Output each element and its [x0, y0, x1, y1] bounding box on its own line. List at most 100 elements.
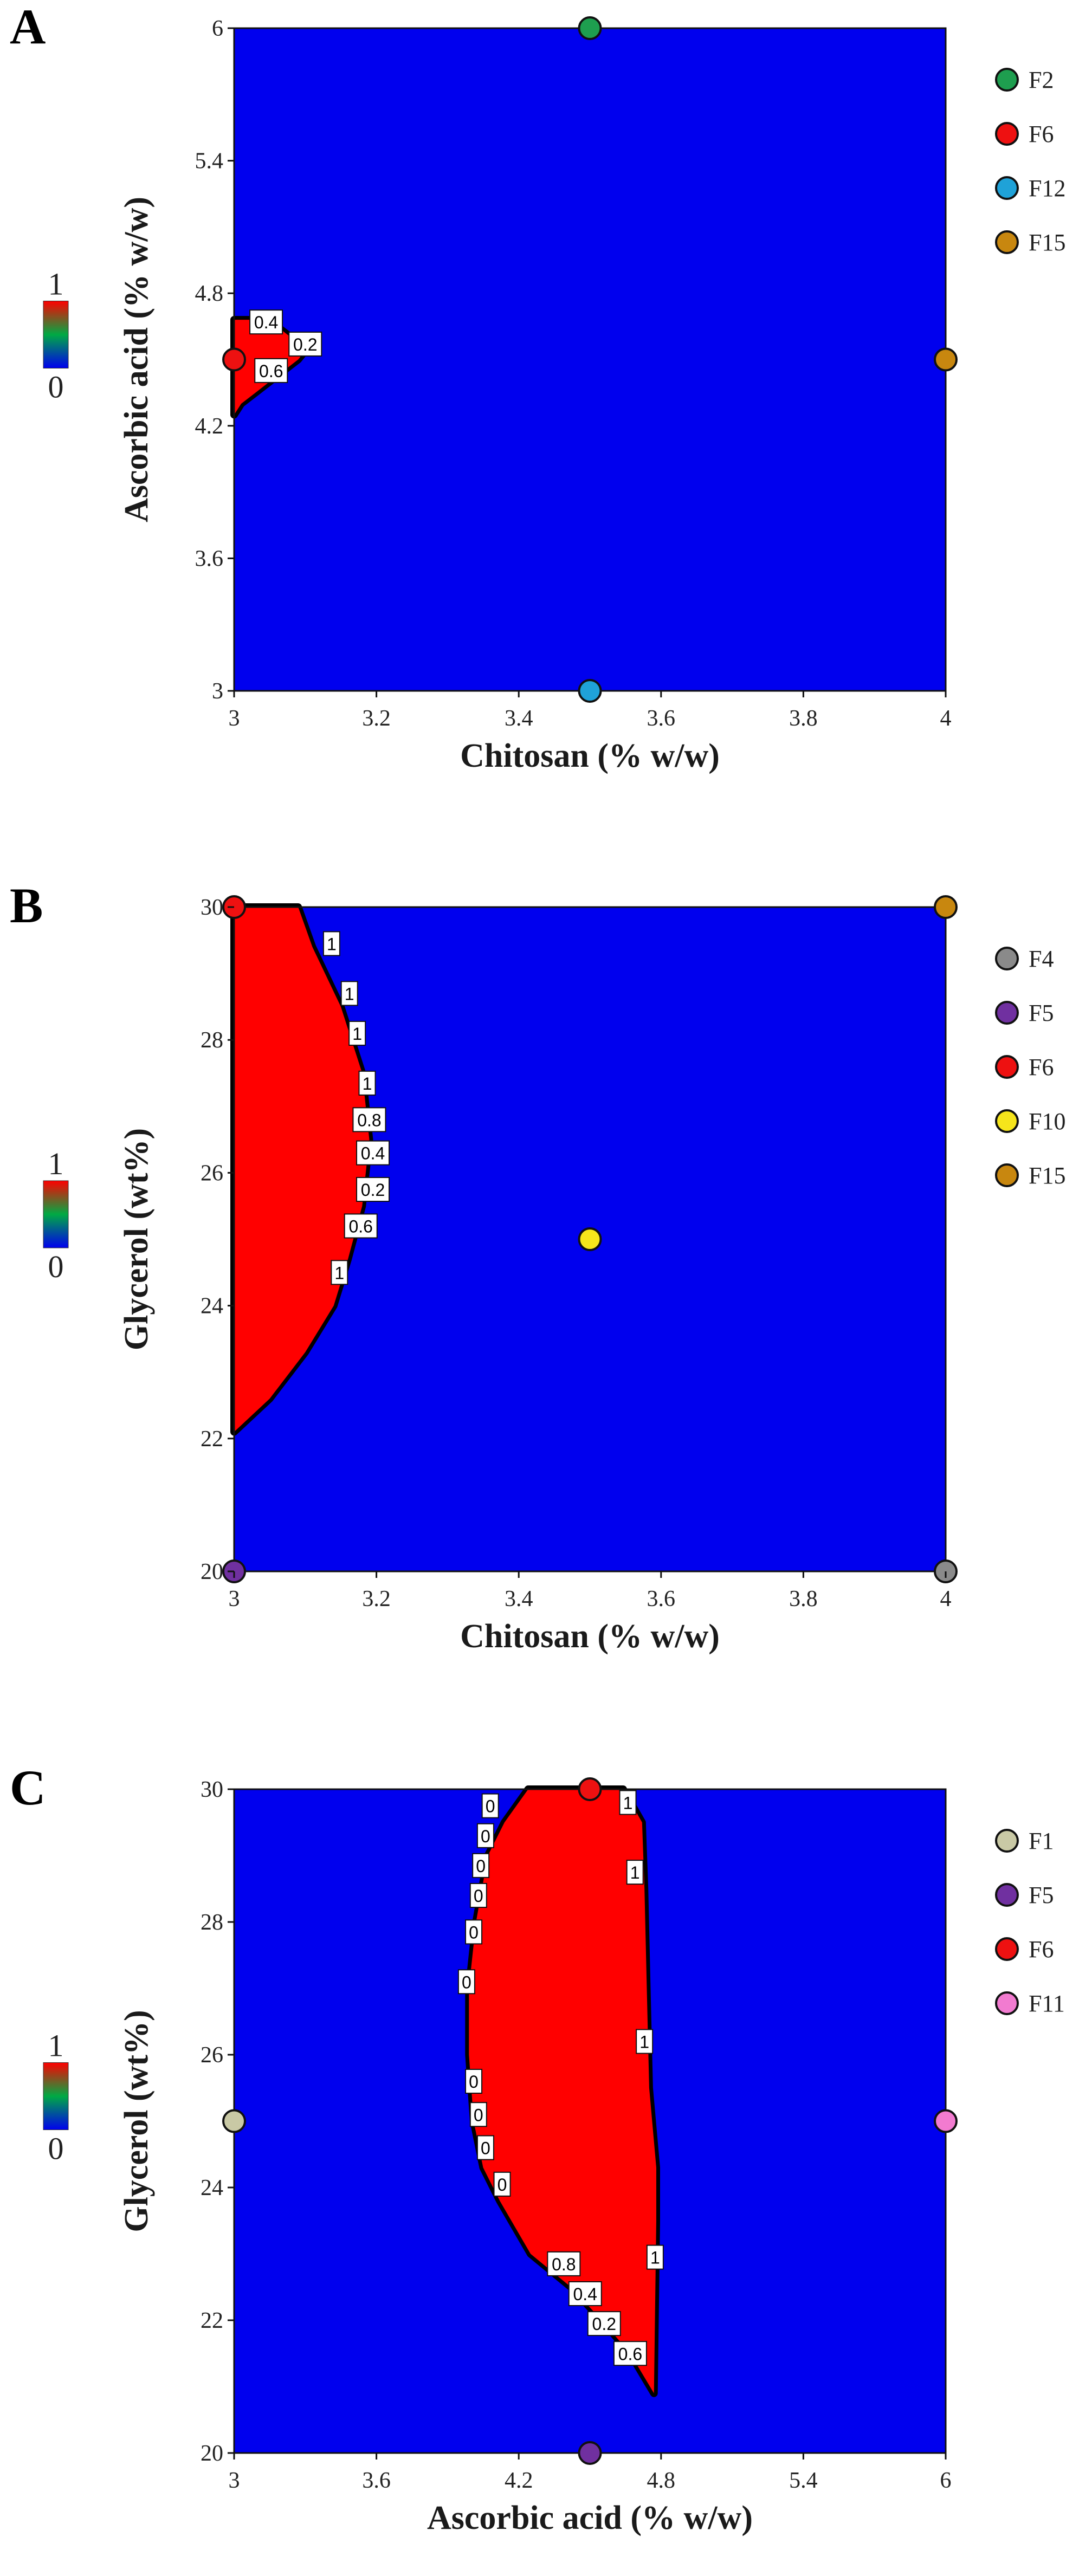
contour-label-box — [249, 309, 283, 335]
contour-label-text: 1 — [327, 934, 337, 954]
y-tick-label: 20 — [201, 2441, 223, 2466]
contour-label-box — [568, 2281, 602, 2306]
legend-marker — [995, 1163, 1019, 1187]
high-region-fill — [234, 907, 370, 1432]
y-tick-label: 6 — [212, 16, 223, 41]
y-tick-label: 24 — [201, 2176, 223, 2200]
legend-entry: F5 — [995, 1000, 1054, 1026]
contour-label-box — [646, 2244, 664, 2270]
legend-entry: F12 — [995, 175, 1065, 202]
contour-label-box — [472, 1853, 490, 1878]
contour-label-text: 1 — [345, 984, 354, 1004]
plot-frame — [233, 906, 947, 1572]
contour-label-text: 1 — [650, 2248, 660, 2268]
contour-label: 0 — [476, 1823, 494, 1848]
contour-label-box — [254, 358, 288, 383]
contour-label-text: 0 — [481, 2139, 490, 2158]
contour-label-text: 0.6 — [618, 2344, 642, 2364]
x-tick-label: 3.2 — [362, 1587, 391, 1611]
contour-label-box — [457, 1969, 475, 1995]
contour-label-text: 0.2 — [592, 2314, 616, 2334]
y-axis-label: Glycerol (wt%) — [118, 1128, 155, 1350]
legend-entry: F5 — [995, 1882, 1054, 1908]
contour-label: 0.6 — [344, 1213, 378, 1239]
legend-entry: F4 — [995, 946, 1054, 972]
contour-label-box — [358, 1070, 376, 1096]
x-tick-label: 3.6 — [647, 706, 676, 731]
contour-label-box — [619, 1790, 637, 1815]
design-point-f15 — [934, 895, 958, 919]
contour-label-text: 1 — [623, 1794, 633, 1813]
x-tick-label: 6 — [940, 2468, 952, 2493]
legend-marker — [995, 1937, 1019, 1961]
contour-label-text: 0.2 — [361, 1180, 385, 1200]
x-tick-label: 5.4 — [789, 2468, 818, 2493]
contour-label-box — [356, 1177, 390, 1202]
contour-label: 1 — [340, 981, 358, 1006]
contour-label-box — [465, 1919, 483, 1945]
contour-label-box — [288, 331, 322, 357]
x-tick-label: 3.8 — [789, 706, 818, 731]
contour-label: 1 — [331, 1260, 348, 1285]
contour-label-box — [352, 1107, 386, 1132]
colorbar-max-label: 1 — [48, 2028, 64, 2063]
legend-entry: F15 — [995, 229, 1065, 256]
x-tick-label: 4.8 — [647, 2468, 676, 2493]
legend-label: F2 — [1029, 67, 1054, 93]
legend-label: F6 — [1029, 121, 1054, 147]
legend-label: F11 — [1029, 1990, 1065, 2017]
contour-label: 0.2 — [356, 1177, 390, 1202]
panel-a: A 0.4 0.2 0.6 3 3.2 3.4 3.6 3.8 4 3 3.6 4.2 4.8 5.4 6 Ch… — [10, 0, 1065, 774]
legend-marker — [995, 947, 1019, 970]
contour-label: 0.8 — [352, 1107, 386, 1132]
legend-entry: F11 — [995, 1990, 1065, 2017]
contour-label-text: 1 — [639, 2033, 649, 2052]
contour-label: 0.4 — [568, 2281, 602, 2306]
x-tick-label: 3.6 — [362, 2468, 391, 2493]
legend-marker — [995, 1055, 1019, 1079]
legend-label: F15 — [1029, 1162, 1065, 1189]
y-tick-label: 4.8 — [195, 281, 224, 306]
contour-label-box — [340, 981, 358, 1006]
y-tick-label: 4.2 — [195, 414, 224, 439]
contour-label-box — [626, 1860, 644, 1885]
contour-label: 0 — [481, 1793, 499, 1818]
x-tick-label: 3 — [229, 2468, 240, 2493]
contour-label: 0 — [469, 1883, 487, 1908]
legend-entry: F6 — [995, 1936, 1054, 1963]
legend-marker — [995, 176, 1019, 200]
contour-label: 0.6 — [613, 2341, 647, 2366]
contour-label-box — [547, 2251, 581, 2276]
contour-label: 0 — [457, 1969, 475, 1995]
x-tick-label: 3 — [229, 706, 240, 731]
contour-label-box — [356, 1140, 390, 1166]
contour-label-text: 0.4 — [361, 1144, 385, 1163]
contour-label-text: 0.6 — [348, 1216, 372, 1236]
y-tick-label: 24 — [201, 1294, 223, 1319]
contour-label-text: 1 — [352, 1024, 362, 1044]
contour-label: 0.4 — [356, 1140, 390, 1166]
design-point-f2 — [578, 16, 602, 40]
legend-label: F5 — [1029, 1000, 1054, 1026]
contour-label-text: 0 — [462, 1972, 471, 1992]
colorbar-min-label: 0 — [48, 370, 64, 405]
contour-label-text: 0 — [486, 1797, 495, 1816]
contour-label-text: 0 — [469, 1923, 479, 1942]
contour-label: 1 — [636, 2029, 654, 2054]
legend-label: F6 — [1029, 1054, 1054, 1080]
x-tick-label: 4 — [940, 706, 952, 731]
contour-label: 0.2 — [587, 2311, 621, 2336]
contour-label-text: 0 — [474, 2105, 483, 2125]
contour-label: 0 — [493, 2171, 511, 2197]
legend-marker — [995, 68, 1019, 92]
panel-letter: A — [10, 0, 46, 54]
panel-letter: C — [10, 1760, 46, 1815]
contour-label-box — [465, 2069, 483, 2094]
legend-marker — [995, 1109, 1019, 1133]
design-point-f11 — [934, 2109, 958, 2133]
legend-marker — [995, 1829, 1019, 1853]
legend-marker — [995, 1001, 1019, 1025]
contour-label: 1 — [626, 1860, 644, 1885]
legend-label: F4 — [1029, 946, 1054, 972]
contour-label-text: 0.4 — [254, 313, 278, 332]
